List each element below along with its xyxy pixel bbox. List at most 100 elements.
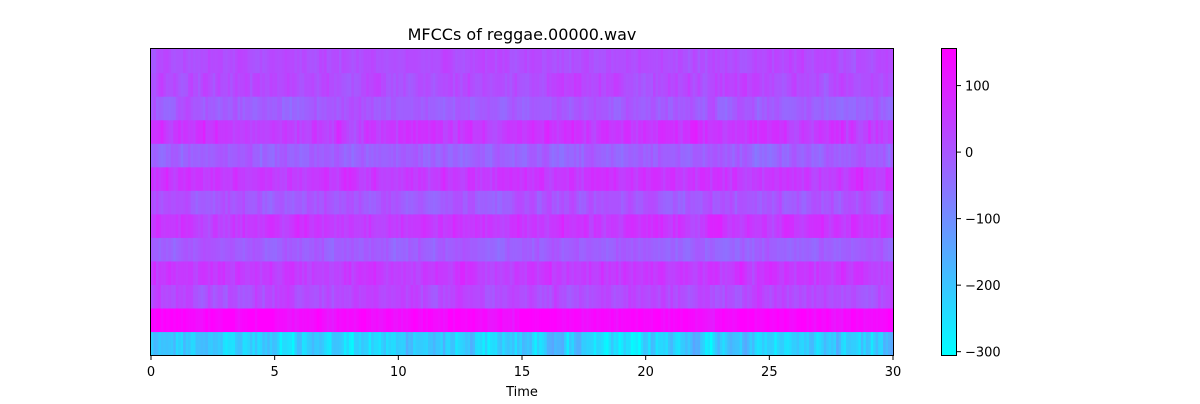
heatmap-cell bbox=[761, 190, 765, 215]
heatmap-cell bbox=[643, 331, 647, 356]
heatmap-cell bbox=[541, 166, 545, 191]
heatmap-cell bbox=[860, 213, 864, 238]
heatmap-cell bbox=[771, 190, 775, 215]
heatmap-cell bbox=[863, 119, 867, 144]
heatmap-cell bbox=[230, 119, 234, 144]
heatmap-cell bbox=[613, 49, 617, 74]
heatmap-cell bbox=[729, 96, 733, 121]
heatmap-cell bbox=[709, 213, 714, 238]
heatmap-cell bbox=[294, 307, 298, 333]
heatmap-cell bbox=[791, 166, 795, 191]
heatmap-cell bbox=[220, 49, 224, 74]
heatmap-cell bbox=[447, 96, 451, 121]
heatmap-cell bbox=[507, 96, 511, 121]
heatmap-cell bbox=[598, 331, 602, 356]
heatmap-cell bbox=[504, 143, 508, 168]
heatmap-cell bbox=[831, 237, 835, 262]
heatmap-cell bbox=[655, 190, 659, 215]
heatmap-cell bbox=[338, 49, 343, 74]
heatmap-cell bbox=[578, 307, 582, 333]
heatmap-cell bbox=[190, 190, 194, 215]
heatmap-cell bbox=[180, 143, 184, 168]
heatmap-cell bbox=[489, 190, 493, 215]
heatmap-cell bbox=[808, 119, 812, 144]
heatmap-cell bbox=[576, 284, 580, 309]
heatmap-cell bbox=[890, 119, 894, 144]
heatmap-cell bbox=[272, 213, 276, 238]
heatmap-cell bbox=[670, 190, 674, 215]
heatmap-cell bbox=[890, 284, 894, 309]
heatmap-cell bbox=[863, 260, 867, 285]
heatmap-cell bbox=[155, 284, 160, 309]
heatmap-cell bbox=[695, 119, 699, 144]
heatmap-cell bbox=[831, 166, 835, 191]
heatmap-cell bbox=[818, 72, 822, 97]
heatmap-cell bbox=[334, 96, 338, 121]
heatmap-cell bbox=[155, 331, 160, 356]
heatmap-cell bbox=[455, 237, 459, 262]
heatmap-cell bbox=[749, 143, 753, 168]
heatmap-cell bbox=[215, 166, 219, 191]
heatmap-cell bbox=[445, 190, 449, 215]
heatmap-cell bbox=[870, 307, 874, 333]
heatmap-cell bbox=[714, 143, 718, 168]
heatmap-cell bbox=[497, 260, 501, 285]
heatmap-cell bbox=[732, 49, 736, 74]
heatmap-cell bbox=[514, 72, 518, 97]
heatmap-cell bbox=[672, 331, 676, 356]
heatmap-cell bbox=[806, 166, 810, 191]
heatmap-cell bbox=[504, 260, 508, 285]
heatmap-cell bbox=[791, 331, 795, 356]
heatmap-cell bbox=[581, 190, 585, 215]
heatmap-cell bbox=[737, 49, 741, 74]
heatmap-cell bbox=[381, 119, 385, 144]
heatmap-cell bbox=[405, 284, 409, 309]
heatmap-cell bbox=[484, 119, 488, 144]
heatmap-cell bbox=[383, 166, 387, 191]
heatmap-cell bbox=[153, 307, 157, 333]
heatmap-cell bbox=[564, 72, 568, 97]
heatmap-cell bbox=[836, 72, 840, 97]
heatmap-cell bbox=[376, 307, 380, 333]
heatmap-cell bbox=[178, 119, 182, 144]
heatmap-cell bbox=[470, 143, 474, 168]
heatmap-cell bbox=[210, 96, 214, 121]
heatmap-cell bbox=[685, 307, 689, 333]
heatmap-cell bbox=[593, 284, 597, 309]
heatmap-cell bbox=[398, 96, 402, 121]
heatmap-cell bbox=[301, 72, 305, 97]
heatmap-cell bbox=[178, 213, 182, 238]
heatmap-cell bbox=[353, 49, 357, 74]
heatmap-cell bbox=[784, 49, 788, 74]
heatmap-cell bbox=[878, 237, 882, 262]
heatmap-cell bbox=[247, 260, 251, 285]
heatmap-cell bbox=[484, 260, 488, 285]
heatmap-cell bbox=[613, 260, 617, 285]
heatmap-cell bbox=[301, 213, 305, 238]
heatmap-cell bbox=[512, 331, 516, 356]
heatmap-cell bbox=[296, 96, 300, 121]
heatmap-cell bbox=[665, 96, 669, 121]
heatmap-cell bbox=[692, 190, 696, 215]
heatmap-cell bbox=[808, 49, 812, 74]
heatmap-cell bbox=[588, 260, 592, 285]
heatmap-cell bbox=[860, 96, 864, 121]
heatmap-cell bbox=[818, 96, 822, 121]
heatmap-cell bbox=[324, 190, 328, 215]
heatmap-cell bbox=[366, 119, 370, 144]
heatmap-cell bbox=[341, 119, 345, 144]
heatmap-cell bbox=[606, 119, 610, 144]
heatmap-cell bbox=[707, 260, 711, 285]
heatmap-cell bbox=[351, 119, 355, 144]
heatmap-cell bbox=[507, 237, 511, 262]
heatmap-cell bbox=[665, 72, 669, 97]
heatmap-cell bbox=[583, 49, 587, 74]
heatmap-cell bbox=[685, 190, 689, 215]
heatmap-cell bbox=[853, 166, 857, 191]
heatmap-cell bbox=[803, 284, 808, 309]
heatmap-cell bbox=[680, 49, 684, 74]
heatmap-cell bbox=[734, 119, 738, 144]
heatmap-cell bbox=[539, 119, 543, 144]
heatmap-cell bbox=[242, 72, 246, 97]
heatmap-cell bbox=[801, 119, 805, 144]
